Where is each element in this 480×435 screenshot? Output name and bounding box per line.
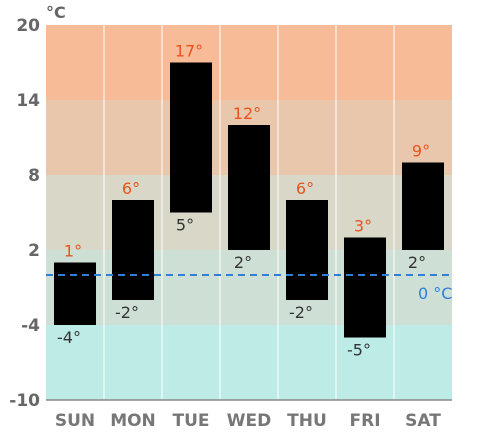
y-tick-label: 8: [28, 166, 40, 186]
bar-fri: [344, 237, 386, 338]
x-tick-label-wed: WED: [227, 411, 271, 431]
high-label-fri: 3°: [354, 217, 372, 236]
high-label-tue: 17°: [175, 42, 203, 61]
low-labels: -4° -2° 5° 2° -2° -5° 2°: [57, 216, 426, 360]
x-tick-label-fri: FRI: [349, 411, 380, 431]
y-axis: -10 -4 2 8 14 20: [9, 16, 40, 411]
y-tick-label: -10: [9, 391, 40, 411]
unit-label: °C: [46, 3, 66, 22]
x-tick-label-tue: TUE: [172, 411, 209, 431]
bar-mon: [112, 200, 154, 300]
x-tick-label-mon: MON: [110, 411, 156, 431]
y-tick-label: 2: [28, 241, 40, 261]
high-label-wed: 12°: [233, 104, 261, 123]
bar-wed: [228, 125, 270, 250]
high-label-sat: 9°: [412, 142, 430, 161]
x-tick-label-thu: THU: [287, 411, 327, 431]
low-label-sat: 2°: [408, 253, 426, 272]
high-label-mon: 6°: [122, 179, 140, 198]
bar-sun: [54, 262, 96, 325]
low-label-wed: 2°: [234, 253, 252, 272]
high-label-sun: 1°: [64, 242, 82, 261]
x-axis: SUN MON TUE WED THU FRI SAT: [55, 411, 441, 431]
y-tick-label: 14: [16, 91, 40, 111]
vertical-gridlines: [103, 25, 395, 400]
low-label-fri: -5°: [347, 341, 371, 360]
high-labels: 1° 6° 17° 12° 6° 3° 9°: [64, 42, 430, 261]
bar-tue: [170, 62, 212, 213]
x-tick-label-sat: SAT: [405, 411, 441, 431]
high-label-thu: 6°: [296, 179, 314, 198]
band-4: [46, 325, 452, 400]
band-0: [46, 25, 452, 100]
temperature-bars: [54, 62, 444, 338]
x-tick-label-sun: SUN: [55, 411, 95, 431]
low-label-mon: -2°: [115, 303, 139, 322]
low-label-sun: -4°: [57, 328, 81, 347]
low-label-thu: -2°: [289, 303, 313, 322]
y-tick-label: 20: [16, 16, 40, 36]
zero-reference-label: 0 °C: [418, 284, 452, 303]
bar-sat: [402, 162, 444, 250]
low-label-tue: 5°: [176, 216, 194, 235]
bar-thu: [286, 200, 328, 300]
y-tick-label: -4: [21, 316, 40, 336]
